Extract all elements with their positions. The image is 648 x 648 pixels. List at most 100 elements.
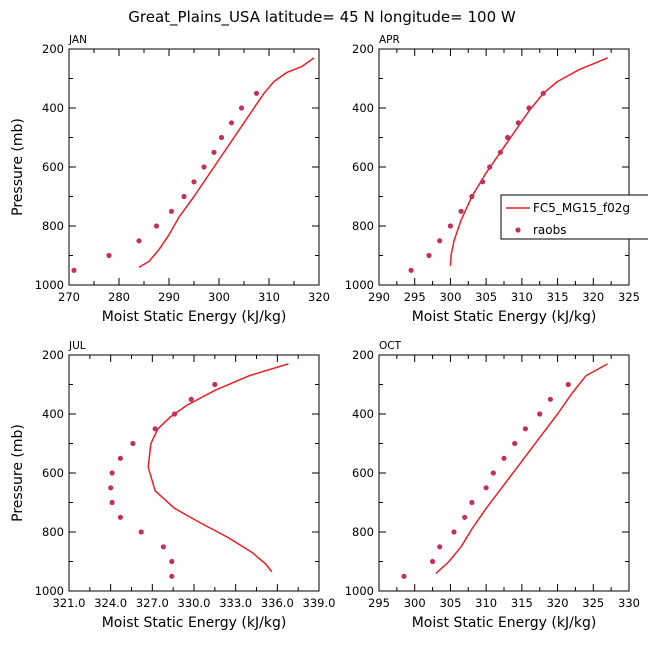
y-tick-label-jan: 400: [42, 101, 64, 115]
raobs-point-jan: [168, 208, 175, 214]
panel-label-apr: APR: [379, 34, 400, 46]
model-line-jan: [138, 57, 315, 268]
raobs-point-oct: [451, 529, 457, 535]
x-tick-label-apr: 300: [439, 290, 461, 304]
raobs-point-jul: [169, 573, 175, 579]
y-tick-label-jul: 1000: [35, 584, 64, 598]
x-tick-label-jan: 290: [158, 290, 180, 304]
raobs-point-apr: [515, 120, 521, 126]
raobs-point-oct: [547, 396, 554, 402]
panel-apr: APR 290 295 300 305 310 315 320 325 200 400 600 800…: [345, 34, 640, 325]
y-tick-label-oct: 400: [352, 407, 374, 421]
x-tick-label-apr: 295: [404, 290, 426, 304]
legend: FC5_MG15_f02g raobs: [500, 194, 648, 240]
raobs-point-apr: [497, 149, 503, 155]
raobs-point-oct: [430, 558, 436, 565]
raobs-point-jul: [117, 514, 123, 520]
raobs-point-oct: [490, 470, 496, 476]
y-tick-label-jul: 600: [42, 466, 64, 480]
y-tick-label-jan: 1000: [35, 278, 64, 292]
x-tick-label-apr: 305: [475, 290, 497, 304]
raobs-point-jul: [130, 440, 136, 447]
plot-frame-jan: [68, 48, 320, 286]
raobs-point-jul: [108, 485, 114, 491]
raobs-point-apr: [480, 179, 486, 185]
panel-jan: JAN 270 280 290 300 310 320 200 400 600 800 1000 Mo…: [10, 34, 330, 325]
raobs-point-oct: [401, 573, 407, 579]
panel-label-oct: OCT: [379, 340, 402, 352]
x-tick-label-apr: 310: [511, 290, 533, 304]
plot-frame-jul: [68, 354, 320, 592]
x-tick-label-jul: 336.0: [261, 596, 294, 610]
x-tick-label-oct: 310: [475, 596, 497, 610]
x-tick-label-apr: 320: [582, 290, 604, 304]
raobs-point-apr: [437, 238, 443, 244]
x-tick-label-jul: 330.0: [178, 596, 211, 610]
raobs-point-jan: [191, 179, 197, 185]
y-axis-label-jan: Pressure (mb): [10, 118, 26, 216]
legend-box: [500, 194, 648, 240]
raobs-point-apr: [447, 223, 453, 229]
raobs-point-apr: [469, 193, 475, 200]
raobs-point-jul: [109, 499, 115, 506]
x-tick-label-apr: 315: [547, 290, 569, 304]
raobs-point-jan: [106, 252, 112, 259]
x-axis-label-jul: Moist Static Energy (kJ/kg): [102, 615, 287, 631]
panel-jul: JUL 321.0 324.0 327.0 330.0 333.0 336.0 339.0 2…: [10, 340, 335, 631]
raobs-point-jan: [253, 90, 260, 96]
raobs-point-apr: [408, 267, 414, 273]
x-tick-label-jul: 339.0: [303, 596, 336, 610]
raobs-point-apr: [458, 208, 464, 214]
y-tick-label-oct: 600: [352, 466, 374, 480]
legend-obs-label: raobs: [533, 223, 567, 237]
y-tick-label-apr: 400: [352, 101, 374, 115]
model-line-jul: [147, 363, 289, 573]
y-tick-label-jul: 400: [42, 407, 64, 421]
raobs-point-jul: [109, 470, 115, 476]
y-tick-label-apr: 800: [352, 219, 374, 233]
x-axis-label-jan: Moist Static Energy (kJ/kg): [102, 309, 287, 325]
raobs-point-jul: [169, 558, 175, 565]
raobs-point-jul: [172, 411, 178, 417]
raobs-point-apr: [505, 134, 511, 141]
y-tick-label-apr: 600: [352, 160, 374, 174]
raobs-point-oct: [512, 440, 518, 447]
y-tick-label-jan: 600: [42, 160, 64, 174]
y-tick-label-jan: 200: [42, 42, 64, 56]
plot-frame-oct: [378, 354, 630, 592]
raobs-point-oct: [501, 455, 507, 461]
x-tick-label-jan: 320: [308, 290, 330, 304]
raobs-point-jul: [188, 396, 194, 402]
x-tick-label-apr: 325: [618, 290, 640, 304]
x-tick-label-apr: 290: [368, 290, 390, 304]
raobs-point-jan: [71, 267, 77, 273]
raobs-point-jan: [211, 149, 217, 155]
raobs-point-jan: [201, 164, 207, 170]
y-tick-label-oct: 200: [352, 348, 374, 362]
y-tick-label-apr: 200: [352, 42, 374, 56]
legend-model-label: FC5_MG15_f02g: [533, 201, 630, 215]
x-tick-label-jan: 280: [108, 290, 130, 304]
raobs-point-jul: [212, 381, 218, 388]
raobs-point-jul: [138, 529, 144, 535]
y-tick-label-oct: 1000: [345, 584, 374, 598]
x-axis-label-apr: Moist Static Energy (kJ/kg): [412, 309, 597, 325]
raobs-point-jul: [117, 455, 123, 461]
model-line-oct: [435, 363, 608, 574]
raobs-point-oct: [522, 426, 529, 432]
raobs-point-jan: [136, 238, 142, 244]
raobs-point-jan: [218, 134, 225, 141]
panel-oct: OCT 295 300 305 310 315 320 325 330 200 400 600 800…: [345, 340, 640, 631]
y-tick-label-jan: 800: [42, 219, 64, 233]
x-tick-label-oct: 330: [618, 596, 640, 610]
x-tick-label-oct: 320: [547, 596, 569, 610]
raobs-point-jul: [152, 426, 158, 432]
raobs-point-oct: [565, 381, 571, 388]
raobs-point-jan: [238, 105, 245, 111]
x-tick-label-oct: 315: [511, 596, 533, 610]
panel-label-jan: JAN: [68, 34, 87, 46]
y-tick-label-apr: 1000: [345, 278, 374, 292]
raobs-point-oct: [483, 485, 489, 491]
figure-title: Great_Plains_USA latitude= 45 N longitud…: [128, 8, 516, 27]
